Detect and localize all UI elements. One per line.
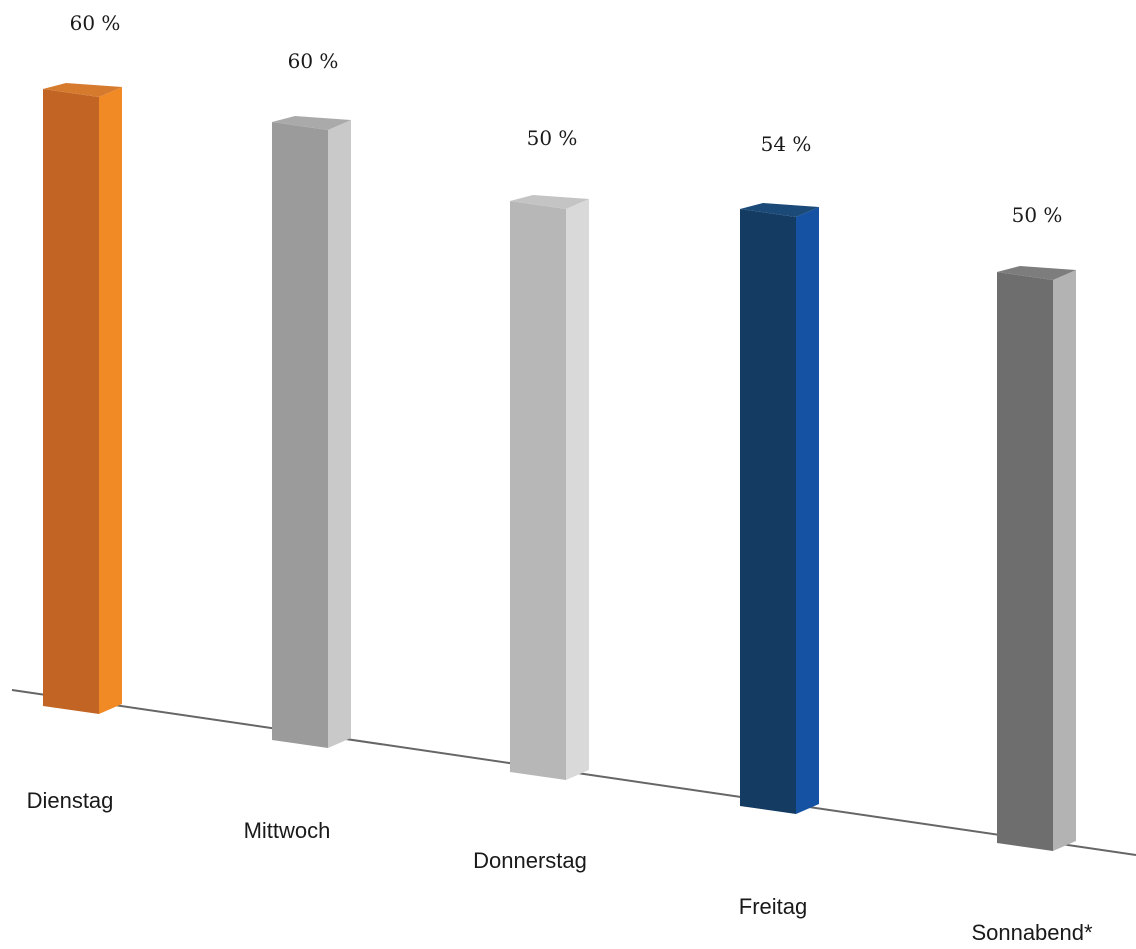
value-label-sonnabend: 50 % [1012, 203, 1063, 227]
value-label-donnerstag: 50 % [527, 126, 578, 150]
category-labels-group: Dienstag Mittwoch Donnerstag Freitag Sonnabe… [27, 788, 1093, 945]
bar-side-donnerstag [566, 199, 589, 780]
bar-side-freitag [796, 207, 819, 814]
bar-front-dienstag [43, 89, 99, 714]
value-label-freitag: 54 % [761, 132, 812, 156]
value-labels-group: 60 % 60 % 50 % 54 % 50 % [70, 11, 1063, 227]
bar-side-sonnabend [1053, 270, 1076, 851]
value-label-dienstag: 60 % [70, 11, 121, 35]
bar-side-mittwoch [328, 120, 351, 748]
bar-top-sonnabend [997, 266, 1076, 280]
bar-top-freitag [740, 203, 819, 217]
category-label-dienstag: Dienstag [27, 788, 114, 813]
bar-side-dienstag [99, 87, 122, 714]
bar-top-donnerstag [510, 195, 589, 209]
bar-front-mittwoch [272, 122, 328, 748]
bar-front-sonnabend [997, 272, 1053, 851]
value-label-mittwoch: 60 % [288, 49, 339, 73]
bar-top-mittwoch [272, 116, 351, 130]
bar-top-dienstag [43, 83, 122, 97]
bars-group [43, 83, 1076, 851]
category-label-mittwoch: Mittwoch [244, 818, 331, 843]
category-label-sonnabend: Sonnabend* [971, 920, 1093, 945]
bar-front-freitag [740, 209, 796, 814]
bar-front-donnerstag [510, 201, 566, 780]
category-label-donnerstag: Donnerstag [473, 848, 587, 873]
category-label-freitag: Freitag [739, 894, 807, 919]
